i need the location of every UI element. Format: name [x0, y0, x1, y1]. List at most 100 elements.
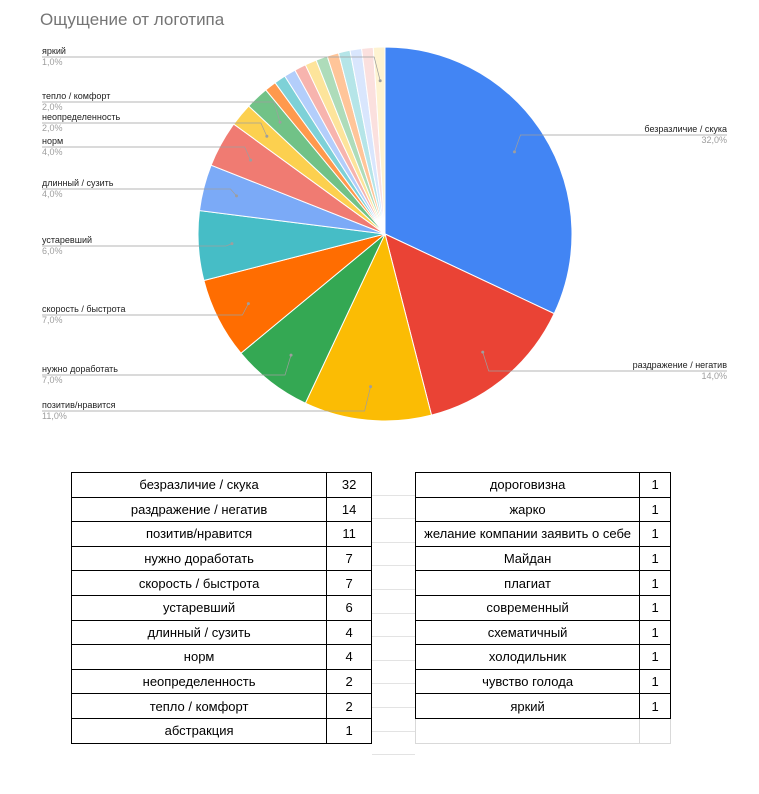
leader-line	[482, 352, 727, 372]
slice-percent: 6,0%	[42, 246, 63, 256]
table-row: яркий 1	[414, 693, 671, 719]
category-cell: абстракция	[70, 717, 328, 744]
count-cell: 32	[326, 472, 372, 498]
count-cell	[639, 717, 671, 744]
table-row: холодильник 1	[414, 644, 671, 670]
leader-line	[42, 122, 268, 137]
category-cell: устаревший	[70, 594, 328, 621]
slice-label: раздражение / негатив	[633, 360, 728, 370]
table-row: устаревший 6	[70, 594, 372, 621]
category-cell: раздражение / негатив	[70, 496, 328, 523]
slice-label: яркий	[42, 46, 66, 56]
count-cell: 1	[639, 668, 671, 695]
leader-line	[42, 56, 381, 81]
table-row: позитив/нравится 11	[70, 521, 372, 547]
leader-line	[514, 134, 727, 152]
leader-dot	[265, 134, 269, 138]
table-row: норм 4	[70, 644, 372, 670]
leader-dot	[249, 158, 253, 162]
leader-dot	[481, 350, 485, 354]
category-cell: неопределенность	[70, 668, 328, 695]
leader-dot	[234, 194, 238, 198]
slice-percent: 2,0%	[42, 123, 63, 133]
count-cell: 1	[326, 717, 372, 744]
pie-slice	[384, 46, 573, 315]
table-row: чувство голода 1	[414, 668, 671, 695]
pie-slice	[304, 232, 433, 422]
count-cell: 7	[326, 570, 372, 596]
count-cell: 6	[326, 594, 372, 621]
count-cell: 1	[639, 594, 671, 621]
slice-percent: 32,0%	[701, 135, 727, 145]
table-row: современный 1	[414, 594, 671, 621]
category-cell: скорость / быстрота	[70, 570, 328, 596]
slice-label: неопределенность	[42, 112, 120, 122]
count-cell: 4	[326, 619, 372, 646]
leader-dot	[512, 150, 516, 154]
slice-percent: 7,0%	[42, 375, 63, 385]
count-cell: 2	[326, 668, 372, 695]
category-cell: чувство голода	[414, 668, 641, 695]
category-cell: позитив/нравится	[70, 521, 328, 547]
category-cell	[414, 717, 641, 744]
leader-dot	[289, 353, 293, 357]
leader-dot	[230, 242, 234, 246]
count-cell: 1	[639, 521, 671, 547]
slice-percent: 14,0%	[701, 371, 727, 381]
category-cell: желание компании заявить о себе	[414, 521, 641, 547]
category-cell: безразличие / скука	[70, 472, 328, 498]
leader-line	[42, 188, 237, 197]
category-cell: жарко	[414, 496, 641, 523]
slice-label: норм	[42, 136, 63, 146]
table-row: схематичный 1	[414, 619, 671, 646]
count-cell: 4	[326, 644, 372, 670]
category-cell: тепло / комфорт	[70, 693, 328, 719]
count-cell: 11	[326, 521, 372, 547]
table-gap-column	[372, 472, 415, 757]
table-row: неопределенность 2	[70, 668, 372, 695]
category-cell: дороговизна	[414, 472, 641, 498]
leader-line	[42, 303, 249, 316]
count-cell: 7	[326, 545, 372, 572]
leader-line	[42, 355, 292, 376]
pie-slice	[384, 233, 555, 416]
table-row: длинный / сузить 4	[70, 619, 372, 646]
category-cell: плагиат	[414, 570, 641, 596]
leader-dot	[369, 385, 373, 389]
table-row-empty	[414, 717, 671, 744]
slice-percent: 4,0%	[42, 147, 63, 157]
leader-dot	[278, 120, 282, 124]
table-row: раздражение / негатив 14	[70, 496, 372, 523]
table-row: плагиат 1	[414, 570, 671, 596]
counts-table-right: дороговизна 1 жарко 1 желание компании заяви…	[414, 472, 671, 744]
slice-label: безразличие / скука	[644, 124, 727, 134]
count-cell: 14	[326, 496, 372, 523]
table-row: дороговизна 1	[414, 472, 671, 498]
category-cell: холодильник	[414, 644, 641, 670]
table-row: жарко 1	[414, 496, 671, 523]
count-cell: 1	[639, 496, 671, 523]
table-row: скорость / быстрота 7	[70, 570, 372, 596]
chart-title: Ощущение от логотипа	[40, 10, 225, 29]
slice-percent: 1,0%	[42, 57, 63, 67]
category-cell: Майдан	[414, 545, 641, 572]
slice-percent: 7,0%	[42, 315, 63, 325]
category-cell: схематичный	[414, 619, 641, 646]
category-cell: нужно доработать	[70, 545, 328, 572]
slice-label: длинный / сузить	[42, 178, 114, 188]
count-cell: 1	[639, 570, 671, 596]
pie-slice	[372, 46, 386, 235]
count-cell: 1	[639, 545, 671, 572]
category-cell: длинный / сузить	[70, 619, 328, 646]
slice-percent: 11,0%	[42, 411, 67, 421]
category-cell: норм	[70, 644, 328, 670]
table-row: желание компании заявить о себе 1	[414, 521, 671, 547]
slice-label: тепло / комфорт	[42, 91, 110, 101]
slice-label: позитив/нравится	[42, 400, 116, 410]
count-cell: 2	[326, 693, 372, 719]
table-row: нужно доработать 7	[70, 545, 372, 572]
count-cell: 1	[639, 472, 671, 498]
count-cell: 1	[639, 619, 671, 646]
table-row: безразличие / скука 32	[70, 472, 372, 498]
